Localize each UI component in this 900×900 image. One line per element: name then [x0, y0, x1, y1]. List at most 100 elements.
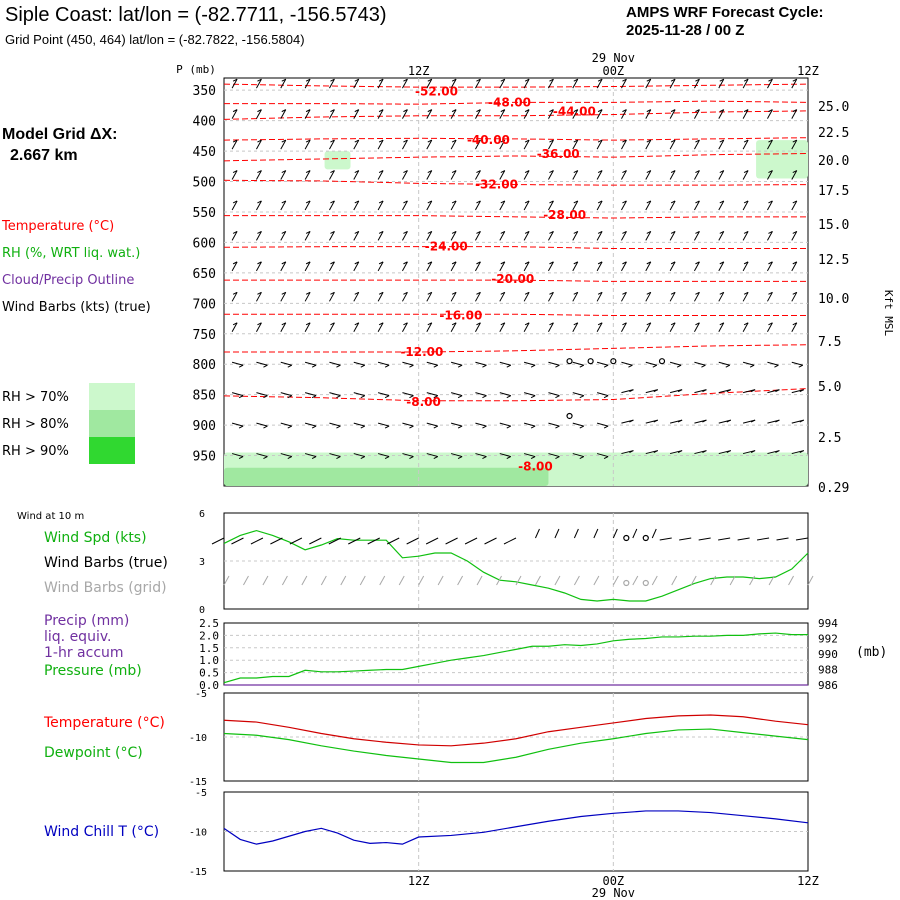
wind-barb [767, 322, 773, 333]
wind-barb-flag [305, 291, 311, 295]
wind-barb [426, 392, 438, 397]
wind-barb-flag [281, 291, 287, 295]
wind-barb [450, 361, 463, 366]
wind-barb-flag [311, 395, 317, 399]
wind-barb-grid [320, 575, 327, 586]
wind-barb [499, 392, 511, 397]
wind-barb-flag [775, 450, 780, 453]
wind-barb-flag [530, 425, 536, 429]
wind-barb-flag [719, 109, 725, 113]
wind-barb [304, 292, 311, 302]
wind-barb-flag [573, 230, 579, 234]
wind-barb [426, 422, 438, 427]
wind-barb-flag [792, 261, 798, 265]
wind-barb [499, 453, 511, 458]
wind-barb-grid [651, 575, 658, 586]
wind-barb-flag [433, 364, 439, 368]
wind-barb-flag [287, 456, 293, 459]
date-label-top: 29 Nov [592, 51, 635, 65]
wind-barb [548, 109, 554, 119]
wind-barb-true [795, 537, 809, 541]
wind-barb-flag [702, 450, 707, 453]
wind-barb-flag [232, 109, 238, 113]
wind-barb-flag [792, 291, 798, 295]
wind-barb-flag [792, 170, 798, 173]
wind-barb-flag [476, 200, 481, 204]
wind-barb-flag [701, 364, 706, 368]
wind-barb [450, 231, 457, 241]
wind-barb-flag [232, 291, 238, 295]
time-label-top: 12Z [797, 64, 819, 78]
wind-barb [572, 292, 579, 302]
temp-y-tick: -15 [189, 777, 207, 788]
wind-barb-flag [287, 364, 293, 368]
wind-barb [718, 78, 725, 89]
data-marks-layer [211, 78, 814, 845]
wind-barb-flag [257, 291, 262, 295]
wind-barb [669, 292, 676, 302]
wind-barb [645, 322, 652, 333]
wind-barb [767, 200, 773, 211]
wind-barb-flag [451, 139, 457, 143]
temperature-contour [223, 179, 809, 186]
wind-barb-flag [476, 261, 481, 265]
wind-barb-flag [238, 425, 244, 429]
wind-barb-flag [500, 230, 506, 234]
wind-barb [426, 231, 433, 241]
wind-barb [304, 422, 317, 427]
wind-barb-flag [403, 291, 408, 295]
wind-y-tick: 6 [199, 509, 205, 520]
wind-barb-flag [336, 364, 341, 368]
wind-barb [596, 170, 603, 180]
wind-barb-flag [702, 419, 707, 423]
wind-barb [621, 322, 627, 333]
wind-barb-flag [238, 364, 244, 368]
wind-barb-flag [622, 139, 627, 143]
wind-chill-line [223, 810, 809, 845]
wind-barb-flag [622, 261, 627, 265]
height-tick-label: 7.5 [818, 335, 841, 350]
wind-barb-true [289, 537, 303, 545]
wind-barb-flag [506, 364, 512, 368]
wind-barb [742, 109, 749, 119]
wind-barb [426, 139, 433, 150]
wind-barb-flag [281, 322, 287, 326]
wind-barb-flag [311, 456, 317, 459]
wind-barb [353, 453, 365, 458]
wind-barb-flag [799, 450, 805, 453]
wind-barb-flag [482, 425, 487, 429]
wind-barb [475, 422, 487, 427]
wind-barb-flag [378, 322, 384, 326]
wind-barb [402, 170, 408, 180]
wind-barb [450, 453, 463, 458]
wind-barb [742, 261, 749, 272]
wind-barb-flag [257, 170, 262, 173]
wind-barb [475, 361, 487, 366]
time-label-bottom: 12Z [408, 874, 430, 888]
wind-barb-flag [305, 170, 311, 173]
calm-wind-marker [610, 358, 617, 365]
wind-barb-flag [354, 109, 360, 113]
wind-barb-grid [262, 575, 269, 586]
wind-barb-flag [287, 425, 293, 429]
wind-barb [304, 170, 311, 180]
wind-barb-flag [482, 364, 487, 368]
wind-barb-flag [597, 322, 603, 326]
wind-barb-flag [743, 322, 749, 326]
wind-barb-flag [695, 291, 700, 295]
wind-barb-flag [653, 419, 659, 423]
wind-barb-flag [457, 364, 463, 368]
wind-barb [377, 422, 390, 427]
wind-barb-flag [524, 78, 530, 82]
temperature-contour-label: -32.00 [475, 178, 518, 192]
wind-barb-flag [549, 230, 554, 234]
wind-barb [231, 109, 238, 119]
wind-barb [767, 361, 779, 366]
wind-barb [475, 231, 481, 241]
wind-barb-flag [427, 322, 433, 326]
wind-barb-true [445, 537, 458, 545]
wind-barb [377, 292, 384, 302]
wind-barb-flag [726, 389, 732, 393]
wind-barb [499, 261, 506, 272]
rh70-label: RH > 70% [2, 390, 69, 405]
